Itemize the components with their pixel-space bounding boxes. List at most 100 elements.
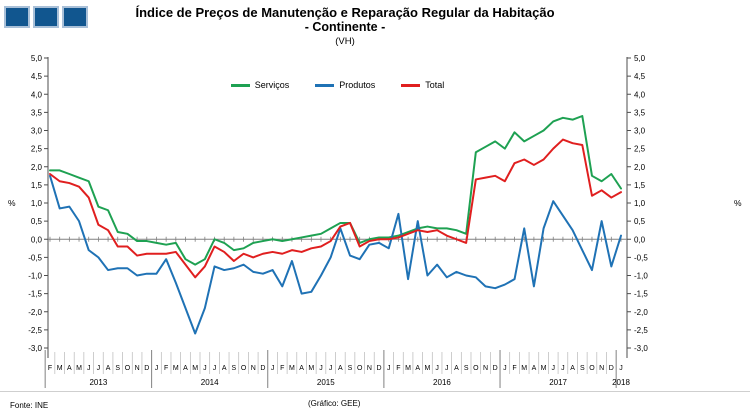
x-month-label: M: [425, 365, 431, 372]
x-month-label: O: [473, 365, 479, 372]
x-month-label: A: [338, 365, 343, 372]
x-month-label: O: [589, 365, 595, 372]
x-month-label: F: [396, 365, 400, 372]
legend-label-produtos: Produtos: [339, 80, 376, 90]
y-tick-label-right: 2,5: [634, 145, 646, 154]
legend-swatch-produtos: [315, 83, 335, 87]
x-month-label: N: [135, 365, 140, 372]
x-month-label: S: [464, 365, 469, 372]
x-month-label: A: [570, 365, 575, 372]
x-month-label: J: [329, 365, 333, 372]
y-tick-label-left: 4,0: [31, 90, 43, 99]
logo-square: [33, 6, 59, 28]
y-tick-label-left: -1,5: [28, 290, 42, 299]
y-tick-label-right: 0,5: [634, 217, 646, 226]
legend: Serviços Produtos Total: [48, 80, 627, 90]
credit-label: (Gráfico: GEE): [308, 399, 361, 408]
y-tick-label-left: 3,5: [31, 108, 43, 117]
y-tick-label-left: -3,0: [28, 344, 42, 353]
x-month-label: S: [232, 365, 237, 372]
x-year-label: 2013: [89, 378, 107, 387]
x-year-label: 2015: [317, 378, 335, 387]
legend-item-produtos: Produtos: [315, 80, 375, 90]
x-month-label: A: [415, 365, 420, 372]
x-month-label: J: [561, 365, 565, 372]
y-tick-label-left: 0,5: [31, 217, 43, 226]
source-label: Fonte: INE: [10, 401, 49, 410]
x-month-label: M: [521, 365, 527, 372]
y-tick-label-left: -2,5: [28, 326, 42, 335]
x-year-label: 2017: [549, 378, 567, 387]
x-year-label: 2018: [612, 378, 630, 387]
chart-subtitle-unit: (VH): [335, 36, 355, 48]
x-month-label: F: [164, 365, 168, 372]
chart-subtitle-region: - Continente -: [304, 20, 386, 35]
x-month-label: N: [367, 365, 372, 372]
x-month-label: D: [493, 365, 498, 372]
y-tick-label-right: 1,5: [634, 181, 646, 190]
y-tick-label-right: -2,5: [634, 326, 648, 335]
y-tick-label-left: 5,0: [31, 54, 43, 63]
x-month-label: M: [173, 365, 179, 372]
x-month-label: M: [76, 365, 82, 372]
y-tick-label-left: 1,0: [31, 199, 43, 208]
x-month-label: J: [552, 365, 556, 372]
legend-label-servicos: Serviços: [254, 80, 290, 90]
y-tick-label-right: 2,0: [634, 163, 646, 172]
x-month-label: F: [280, 365, 284, 372]
x-month-label: J: [435, 365, 439, 372]
logo-square: [62, 6, 88, 28]
footer-divider: [0, 391, 750, 392]
chart-title-block: Índice de Preços de Manutenção e Reparaç…: [30, 5, 660, 47]
x-month-label: N: [251, 365, 256, 372]
y-tick-label-left: -0,5: [28, 253, 42, 262]
x-month-label: J: [271, 365, 275, 372]
series-line-total: [49, 138, 622, 279]
x-month-label: J: [319, 365, 323, 372]
y-tick-label-right: -3,0: [634, 344, 648, 353]
x-month-label: O: [125, 365, 131, 372]
x-month-label: J: [387, 365, 391, 372]
x-month-label: S: [115, 365, 120, 372]
x-month-label: A: [299, 365, 304, 372]
x-month-label: A: [222, 365, 227, 372]
x-month-label: F: [48, 365, 52, 372]
legend-swatch-servicos: [230, 83, 250, 87]
y-tick-label-right: -2,0: [634, 308, 648, 317]
x-month-label: J: [97, 365, 101, 372]
x-month-label: A: [106, 365, 111, 372]
x-month-label: A: [183, 365, 188, 372]
unit-label-left: %: [8, 198, 16, 208]
x-month-label: J: [155, 365, 159, 372]
legend-item-total: Total: [401, 80, 444, 90]
y-tick-label-left: 2,5: [31, 145, 43, 154]
x-month-label: M: [289, 365, 295, 372]
x-month-label: S: [580, 365, 585, 372]
x-month-label: D: [609, 365, 614, 372]
x-month-label: M: [57, 365, 63, 372]
x-month-label: O: [357, 365, 363, 372]
x-month-label: A: [67, 365, 72, 372]
x-month-label: A: [454, 365, 459, 372]
x-year-label: 2014: [201, 378, 219, 387]
y-tick-label-left: 0,0: [31, 235, 43, 244]
x-month-label: M: [192, 365, 198, 372]
x-month-label: J: [503, 365, 507, 372]
x-month-label: J: [203, 365, 207, 372]
logo-square: [4, 6, 30, 28]
x-month-label: A: [532, 365, 537, 372]
x-month-label: M: [541, 365, 547, 372]
y-tick-label-right: 0,0: [634, 235, 646, 244]
x-month-label: D: [260, 365, 265, 372]
y-tick-label-left: 3,0: [31, 127, 43, 136]
y-tick-label-left: -1,0: [28, 272, 42, 281]
x-month-label: M: [405, 365, 411, 372]
legend-item-servicos: Serviços: [230, 80, 290, 90]
x-month-label: J: [445, 365, 449, 372]
x-year-label: 2016: [433, 378, 451, 387]
x-month-label: J: [619, 365, 623, 372]
x-month-label: J: [213, 365, 217, 372]
y-tick-label-right: 3,0: [634, 127, 646, 136]
y-tick-label-right: -0,5: [634, 253, 648, 262]
